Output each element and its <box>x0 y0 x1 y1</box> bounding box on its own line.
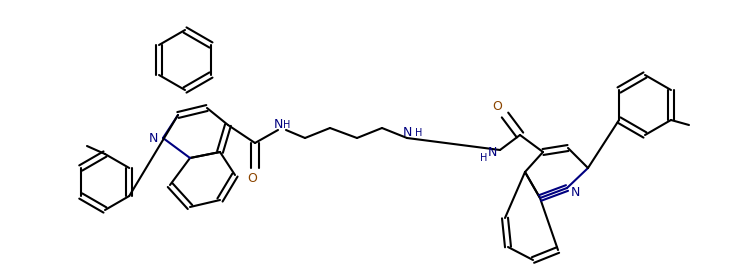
Text: H: H <box>283 120 290 130</box>
Text: N: N <box>273 118 283 132</box>
Text: H: H <box>480 153 487 163</box>
Text: N: N <box>487 145 496 158</box>
Text: H: H <box>415 128 422 138</box>
Text: N: N <box>402 125 412 138</box>
Text: N: N <box>148 132 158 144</box>
Text: O: O <box>492 101 502 113</box>
Text: O: O <box>247 172 257 184</box>
Text: N: N <box>571 185 580 198</box>
